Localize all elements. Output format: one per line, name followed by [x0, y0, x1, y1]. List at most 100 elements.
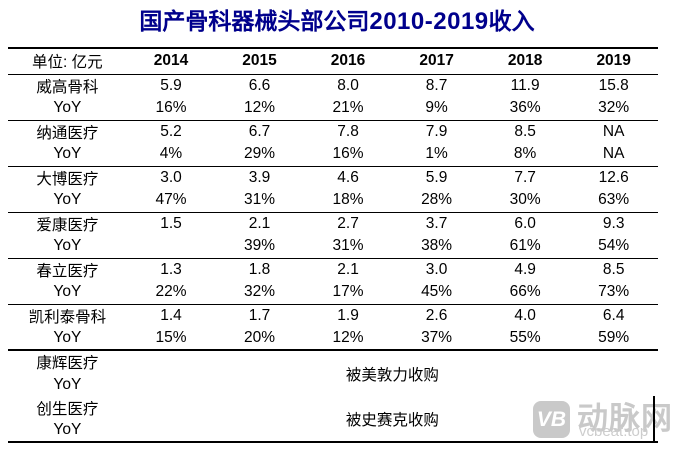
- revenue-cell: 5.9: [160, 76, 182, 94]
- watermark-site: vcbeat.top: [579, 423, 649, 440]
- yoy-cell: 29%: [244, 145, 276, 163]
- yoy-cell: 61%: [509, 237, 541, 255]
- yoy-cell: 21%: [332, 99, 364, 117]
- revenue-cell: NA: [602, 122, 625, 140]
- revenue-cell: 12.6: [598, 168, 629, 186]
- revenue-cell: 4.0: [514, 306, 536, 324]
- acquisition-note: 被美敦力收购: [345, 366, 439, 384]
- yoy-cell: 32%: [598, 99, 630, 117]
- revenue-cell: 15.8: [598, 76, 629, 94]
- yoy-cell: 36%: [509, 99, 541, 117]
- year-header: 2016: [330, 52, 366, 70]
- table-row: 纳通医疗 5.2 6.7 7.8 7.9 8.5 NA: [8, 120, 658, 143]
- year-header: 2018: [507, 52, 543, 70]
- table-row: YoY 16% 12% 21% 9% 36% 32%: [8, 97, 658, 120]
- revenue-cell: 1.5: [160, 214, 182, 232]
- revenue-cell: 11.9: [510, 76, 540, 94]
- yoy-cell: 39%: [244, 237, 276, 255]
- year-header: 2015: [242, 52, 277, 70]
- revenue-table: 单位: 亿元 2014 2015 2016 2017 2018 2019 威高骨…: [8, 47, 658, 443]
- revenue-cell: 7.7: [514, 168, 536, 186]
- title-suffix: 收入: [488, 9, 535, 34]
- acquisition-note: 被史赛克收购: [345, 411, 439, 429]
- year-header: 2017: [419, 52, 454, 70]
- yoy-cell: 17%: [332, 283, 364, 301]
- company-name: 创生医疗: [36, 400, 99, 418]
- company-name: 纳通医疗: [36, 124, 99, 142]
- revenue-cell: 1.3: [160, 260, 182, 278]
- table-right-border: [653, 396, 655, 443]
- yoy-cell: 4%: [159, 145, 183, 163]
- yoy-cell: 32%: [244, 283, 276, 301]
- yoy-cell: 12%: [332, 329, 364, 346]
- revenue-cell: 9.3: [602, 214, 625, 232]
- company-name: 凯利泰骨科: [28, 308, 107, 326]
- vcbeat-logo-icon: VB: [533, 401, 570, 438]
- yoy-label: YoY: [53, 329, 82, 346]
- yoy-cell: 55%: [509, 329, 541, 346]
- table-row: 康辉医疗 被美敦力收购: [8, 350, 658, 384]
- revenue-cell: 8.7: [425, 76, 448, 94]
- revenue-cell: 2.6: [425, 306, 448, 324]
- revenue-cell: 1.9: [337, 306, 359, 324]
- yoy-cell: 9%: [425, 99, 448, 117]
- yoy-cell: 1%: [425, 145, 448, 163]
- yoy-label: YoY: [53, 283, 82, 301]
- yoy-cell: 63%: [598, 191, 630, 209]
- revenue-cell: 8.5: [602, 260, 625, 278]
- yoy-label: YoY: [53, 375, 82, 393]
- yoy-cell: 28%: [421, 191, 453, 209]
- company-name: 康辉医疗: [36, 355, 99, 372]
- page-title: 国产骨科器械头部公司2010-2019收入: [0, 5, 674, 38]
- yoy-cell: NA: [602, 145, 625, 163]
- year-header: 2019: [596, 52, 631, 70]
- revenue-cell: 7.8: [337, 122, 359, 140]
- yoy-cell: 20%: [244, 329, 276, 346]
- yoy-cell: 8%: [513, 145, 537, 163]
- yoy-cell: 73%: [598, 283, 630, 301]
- title-prefix: 国产骨科器械头部公司: [139, 9, 370, 34]
- table-row: 创生医疗 被史赛克收购: [8, 396, 658, 429]
- revenue-cell: 3.0: [425, 260, 448, 278]
- yoy-label: YoY: [53, 145, 82, 163]
- table-row: 大博医疗 3.0 3.9 4.6 5.9 7.7 12.6: [8, 166, 658, 189]
- yoy-cell: 45%: [421, 283, 453, 301]
- yoy-cell: 31%: [244, 191, 276, 209]
- watermark-brand: 动脉网: [577, 401, 673, 436]
- yoy-cell: 54%: [598, 237, 630, 255]
- yoy-label: YoY: [53, 191, 82, 209]
- revenue-cell: 6.7: [248, 122, 271, 140]
- table-row: YoY 4% 29% 16% 1% 8% NA: [8, 143, 658, 166]
- yoy-cell: 15%: [155, 329, 187, 346]
- table-row: YoY 47% 31% 18% 28% 30% 63%: [8, 189, 658, 212]
- revenue-cell: 4.9: [514, 260, 536, 278]
- revenue-cell: 3.0: [160, 168, 182, 186]
- yoy-cell: 22%: [155, 283, 187, 301]
- revenue-cell: 8.5: [514, 122, 536, 140]
- yoy-cell: 12%: [244, 99, 276, 117]
- yoy-cell: 38%: [421, 237, 453, 255]
- table-row: 春立医疗 1.3 1.8 2.1 3.0 4.9 8.5: [8, 258, 658, 281]
- revenue-cell: 6.0: [514, 214, 536, 232]
- yoy-label: YoY: [53, 421, 82, 438]
- year-header: 2014: [153, 52, 189, 70]
- revenue-cell: 3.7: [425, 214, 448, 232]
- revenue-cell: 2.7: [337, 214, 359, 232]
- revenue-cell: 7.9: [425, 122, 448, 140]
- revenue-cell: 3.9: [248, 168, 271, 186]
- yoy-cell: 59%: [598, 329, 630, 346]
- company-name: 爱康医疗: [36, 216, 99, 234]
- yoy-cell: 31%: [332, 237, 364, 255]
- company-name: 春立医疗: [36, 262, 99, 280]
- table-row: YoY: [8, 373, 658, 396]
- title-range: 2010-2019: [369, 8, 489, 35]
- revenue-cell: 5.9: [425, 168, 448, 186]
- company-name: 威高骨科: [36, 78, 99, 96]
- revenue-cell: 5.2: [160, 122, 182, 140]
- yoy-cell: 47%: [155, 191, 187, 209]
- revenue-cell: 1.8: [248, 260, 271, 278]
- table-row: 威高骨科 5.9 6.6 8.0 8.7 11.9 15.8: [8, 74, 658, 97]
- revenue-cell: 2.1: [337, 260, 359, 278]
- yoy-cell: [127, 235, 216, 258]
- revenue-cell: 6.6: [248, 76, 271, 94]
